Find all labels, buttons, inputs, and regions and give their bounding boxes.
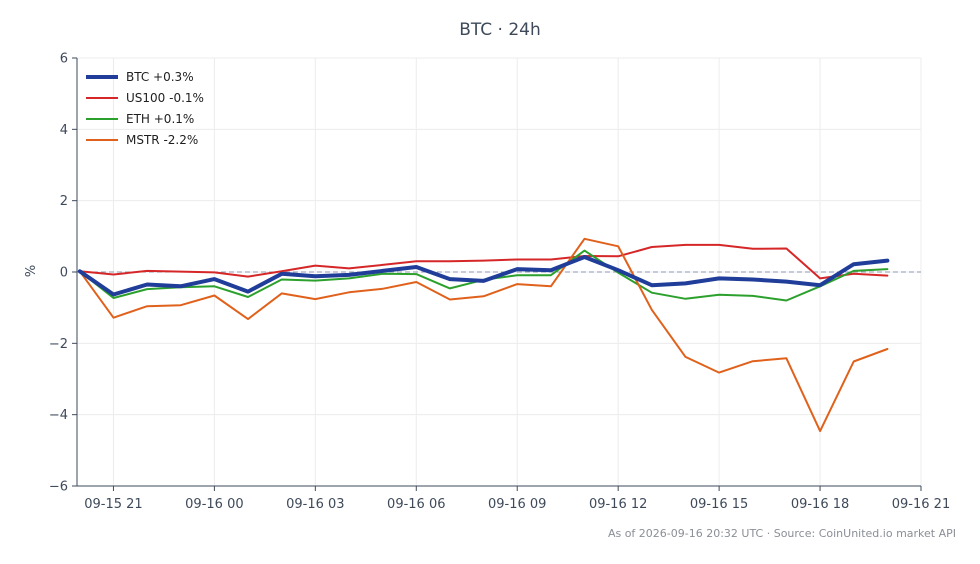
legend-item-eth: ETH +0.1% <box>86 108 204 129</box>
x-tick-label: 09-16 03 <box>286 497 344 512</box>
series-line-mstr <box>78 237 889 433</box>
y-tick-label: −2 <box>49 337 68 352</box>
series-line-us100 <box>78 243 889 280</box>
legend-swatch <box>86 138 118 141</box>
legend-label: BTC +0.3% <box>126 69 194 84</box>
x-tick-label: 09-16 15 <box>690 497 748 512</box>
legend-swatch <box>86 74 118 79</box>
x-tick-label: 09-16 12 <box>589 497 647 512</box>
legend-item-btc: BTC +0.3% <box>86 66 204 87</box>
legend: BTC +0.3% US100 -0.1% ETH +0.1% MSTR -2.2% <box>86 66 204 150</box>
legend-label: US100 -0.1% <box>126 90 204 105</box>
legend-item-mstr: MSTR -2.2% <box>86 129 204 150</box>
y-tick-label: 4 <box>60 123 68 138</box>
y-tick-label: 6 <box>60 52 68 67</box>
x-tick-label: 09-16 18 <box>791 497 849 512</box>
legend-label: MSTR -2.2% <box>126 132 199 147</box>
y-tick-label: −4 <box>49 408 68 423</box>
x-tick-label: 09-16 06 <box>387 497 445 512</box>
legend-swatch <box>86 117 118 120</box>
y-axis-label: % <box>24 265 39 277</box>
legend-swatch <box>86 96 118 99</box>
x-tick-label: 09-16 09 <box>488 497 546 512</box>
series-lines <box>77 237 890 433</box>
y-tick-label: 0 <box>60 266 68 281</box>
x-tick-label: 09-15 21 <box>84 497 142 512</box>
axes: −6 −4 −2 0 2 4 6 09-15 21 09-16 00 09-16 03 09-16 … <box>49 52 950 513</box>
series-line-eth <box>78 249 889 302</box>
x-tick-label: 09-16 21 <box>892 497 950 512</box>
chart-title: BTC · 24h <box>459 20 541 40</box>
legend-item-us100: US100 -0.1% <box>86 87 204 108</box>
source-footer: As of 2026-09-16 20:32 UTC · Source: Coi… <box>607 527 956 540</box>
y-tick-label: −6 <box>49 480 68 495</box>
legend-label: ETH +0.1% <box>126 111 195 126</box>
series-line-btc <box>77 255 890 297</box>
x-tick-label: 09-16 00 <box>185 497 243 512</box>
y-tick-label: 2 <box>60 194 68 209</box>
